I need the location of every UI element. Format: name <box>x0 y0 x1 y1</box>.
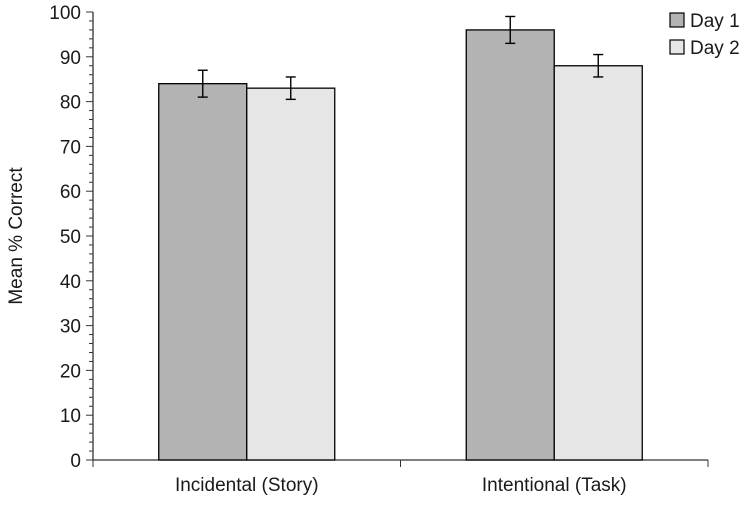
legend-item: Day 1 <box>669 11 740 32</box>
y-tick-label: 0 <box>70 451 81 472</box>
error-bar <box>197 69 208 98</box>
y-tick-label: 80 <box>60 93 81 114</box>
y-tick-label: 10 <box>60 406 81 427</box>
bars <box>158 29 643 461</box>
y-axis: 0 10 20 30 40 50 60 70 80 90 100 <box>49 3 94 472</box>
y-tick-label: 100 <box>49 3 81 24</box>
y-tick-label: 90 <box>60 48 81 69</box>
y-tick-label: 70 <box>60 137 81 158</box>
y-tick-label: 20 <box>60 361 81 382</box>
y-tick-label: 50 <box>60 227 81 248</box>
y-axis-title: Mean % Correct <box>6 167 27 305</box>
y-tick-label: 60 <box>60 182 81 203</box>
legend-swatch <box>669 12 685 28</box>
legend-label: Day 2 <box>690 38 740 59</box>
error-bar <box>505 15 516 45</box>
legend: Day 1 Day 2 <box>669 11 740 59</box>
bar <box>158 83 248 461</box>
error-bar <box>285 76 296 101</box>
x-category-label: Intentional (Task) <box>482 475 627 496</box>
bar <box>553 65 643 461</box>
x-axis: Incidental (Story) Intentional (Task) <box>92 459 709 496</box>
legend-item: Day 2 <box>669 38 740 59</box>
legend-label: Day 1 <box>690 11 740 32</box>
y-tick-label: 30 <box>60 317 81 338</box>
x-category-label: Incidental (Story) <box>175 475 319 496</box>
error-bars <box>197 15 604 101</box>
bar <box>465 29 555 461</box>
legend-swatch <box>669 39 685 55</box>
y-tick-label: 40 <box>60 272 81 293</box>
error-bar <box>593 53 604 78</box>
bar <box>246 87 336 461</box>
